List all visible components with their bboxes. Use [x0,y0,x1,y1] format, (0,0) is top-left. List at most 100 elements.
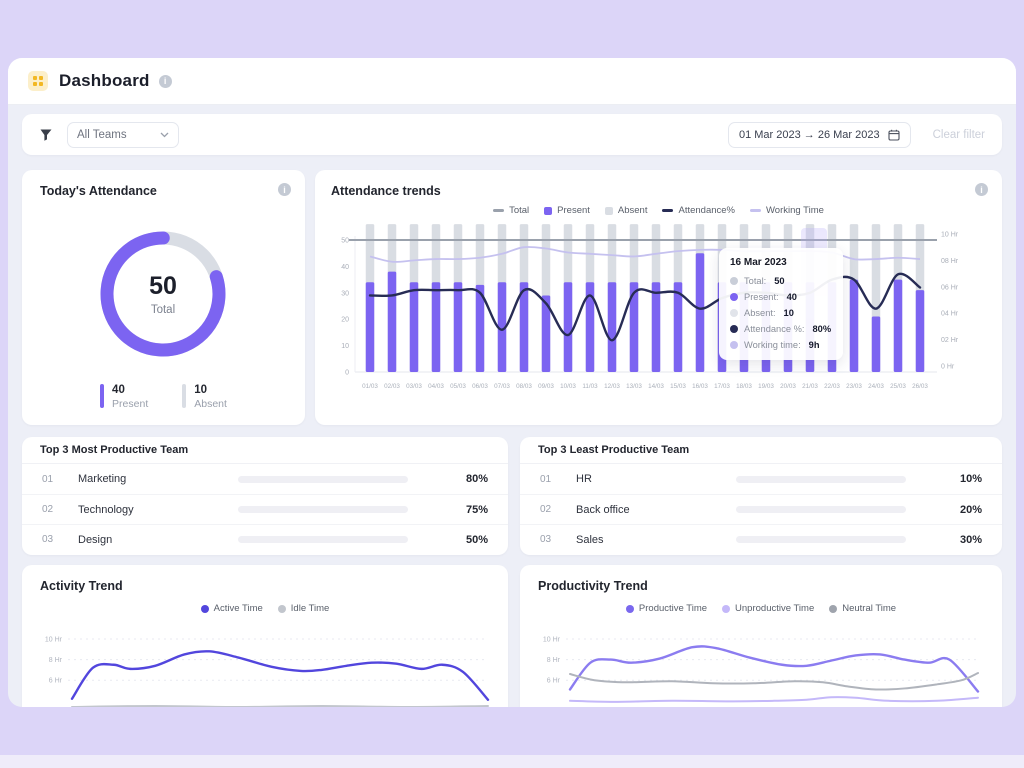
present-bar [585,282,595,372]
x-axis-label: 14/03 [648,383,664,390]
team-name: Back office [576,503,630,516]
team-pct: 75% [465,503,488,516]
trends-plot-area[interactable]: 0 10 20 30 40 50 0 Hr 02 Hr 04 Hr 06 Hr 08 Hr 10 Hr… [321,222,993,407]
donut-total-value: 50 [149,272,177,300]
tooltip-row-attendance: Attendance %: 80% [730,324,832,334]
x-axis-label: 26/03 [912,383,928,390]
present-bar [629,282,639,372]
legend-item-unproductive-time[interactable]: Unproductive Time [722,603,814,614]
donut-total-label: Total [150,304,176,316]
present-bar [695,253,705,372]
present-bar [563,282,573,372]
x-axis-label: 16/03 [692,383,708,390]
clear-filter-button[interactable]: Clear filter [932,128,985,141]
right-axis-label: 0 Hr [941,364,955,371]
trends-info-icon[interactable]: i [975,183,988,196]
date-range-value: 01 Mar 2023 → 26 Mar 2023 [738,128,880,141]
x-axis-label: 06/03 [472,383,488,390]
left-axis-label: 0 [345,370,349,377]
tooltip-row-working: Working time: 9h [730,340,832,350]
donut-legend: 40 Present 10 Absent [22,384,305,410]
present-bar [497,282,507,372]
x-axis-label: 15/03 [670,383,686,390]
activity-plot-area[interactable]: 10 Hr 8 Hr 6 Hr [32,625,498,707]
x-axis-label: 10/03 [560,383,576,390]
legend-item-neutral-time[interactable]: Neutral Time [829,603,896,614]
x-axis-label: 09/03 [538,383,554,390]
legend-item-active-time[interactable]: Active Time [200,603,263,614]
team-row: 02 Technology 75% [22,494,508,524]
x-axis-label: 19/03 [758,383,774,390]
x-axis-label: 02/03 [384,383,400,390]
present-bar [651,282,661,372]
x-axis-label: 21/03 [802,383,818,390]
right-axis-label: 04 Hr [941,311,959,318]
present-bar [849,279,859,372]
left-axis-label: 20 [341,317,349,324]
present-bar [519,282,529,372]
x-axis-label: 24/03 [868,383,884,390]
page-info-icon[interactable]: i [158,74,172,88]
unproductive-time-line [569,696,979,703]
absent-label: Absent [194,398,227,410]
team-row: 03 Sales 30% [520,524,1002,554]
x-axis-label: 03/03 [406,383,422,390]
team-pct: 50% [465,533,488,546]
trends-card-title: Attendance trends [331,184,441,198]
legend-item-total[interactable]: Total [493,205,529,216]
productivity-plot-area[interactable]: 10 Hr 8 Hr 6 Hr [530,625,988,707]
rank: 02 [540,504,552,515]
x-axis-label: 11/03 [582,383,598,390]
present-bar [387,271,397,372]
x-axis-label: 08/03 [516,383,532,390]
x-axis-label: 04/03 [428,383,444,390]
progress-track [238,475,408,483]
neutral-time-line [569,671,979,691]
present-label: Present [112,398,149,410]
legend-item-idle-time[interactable]: Idle Time [277,603,329,614]
tooltip-row-present: Present: 40 [730,292,832,302]
present-value: 40 [112,384,125,396]
bottom-strip [0,755,1024,768]
progress-track [736,506,906,513]
attendance-info-icon[interactable]: i [278,183,291,196]
legend-item-working-time[interactable]: Working Time [750,205,824,216]
present-bar [453,282,463,372]
tooltip-row-absent: Absent: 10 [730,308,832,318]
legend-item-attendance-pct[interactable]: Attendance% [662,205,735,216]
attendance-donut-chart: 50 Total [93,224,233,364]
present-bar [893,279,903,372]
team-name: HR [576,473,592,485]
app-header: Dashboard i [8,58,1016,105]
team-row: 01 HR 10% [520,464,1002,494]
present-bar [409,282,419,372]
progress-track [736,475,906,483]
y-axis-label: 6 Hr [547,678,561,685]
productivity-legend: Productive Time Unproductive Time Neutra… [520,603,1002,614]
y-axis-label: 8 Hr [547,657,561,664]
y-axis-label: 6 Hr [49,678,63,685]
chart-tooltip: 16 Mar 2023 Total: 50 Present: 40 Absent: 1… [719,248,843,360]
legend-absent: 10 Absent [182,384,227,410]
filter-funnel-icon [40,129,52,141]
present-bar [607,282,617,372]
date-range-picker[interactable]: 01 Mar 2023 → 26 Mar 2023 [727,121,911,148]
y-axis-label: 10 Hr [45,637,63,644]
progress-track [238,536,408,543]
absent-tick [182,384,187,408]
least-productive-card: Top 3 Least Productive Team 01 HR 10% 02… [520,437,1002,555]
chevron-down-icon [160,132,169,137]
x-axis-label: 20/03 [780,383,796,390]
legend-item-absent[interactable]: Absent [604,205,647,216]
filter-bar: All Teams 01 Mar 2023 → 26 Mar 2023 Clea… [22,114,1002,155]
rank: 01 [540,473,552,485]
present-bar [871,316,881,372]
team-row: 03 Design 50% [22,524,508,554]
legend-item-present[interactable]: Present [544,205,590,216]
team-select[interactable]: All Teams [67,121,179,148]
rank: 03 [42,534,54,545]
todays-attendance-card: Today's Attendance i 50 Total 40 Present [22,170,305,425]
x-axis-label: 17/03 [714,383,730,390]
productive-time-line [568,645,980,693]
legend-item-productive-time[interactable]: Productive Time [625,603,707,614]
